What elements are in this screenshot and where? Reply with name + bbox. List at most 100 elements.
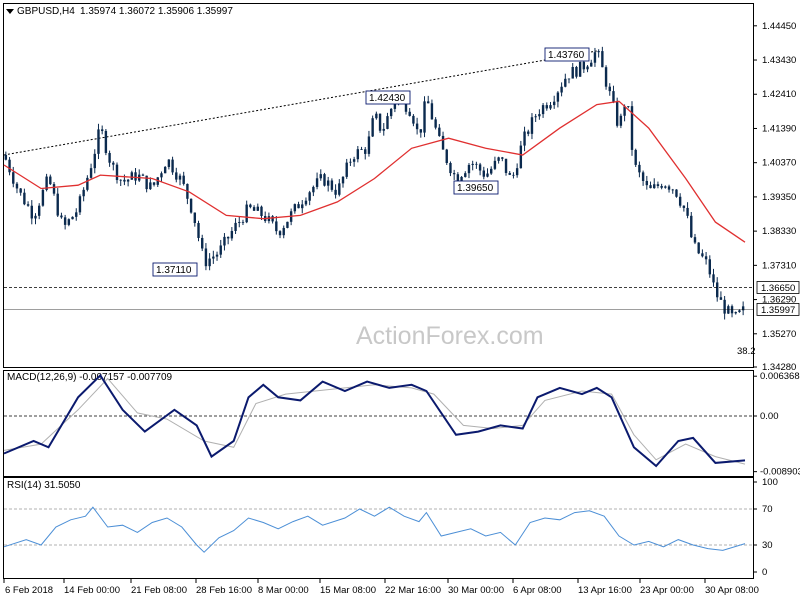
candle-body-66 <box>249 204 252 208</box>
annotation-label-1: 1.42430 <box>369 93 406 104</box>
candle-body-179 <box>667 186 671 190</box>
date-axis: 6 Feb 2018 14 Feb 00:00 21 Feb 08:00 28 Feb… <box>3 578 759 596</box>
candle-body-74 <box>278 231 282 236</box>
candle-body-61 <box>230 230 234 239</box>
candle-body-128 <box>478 164 482 171</box>
candle-body-24 <box>93 153 96 169</box>
candle-body-48 <box>182 175 185 184</box>
date-tick-label-2: 21 Feb 08:00 <box>131 585 187 596</box>
annotations-layer: 1.37110 1.42430 1.39650 1.43760 <box>152 47 590 277</box>
candle-body-123 <box>460 176 463 182</box>
annotation-box-3 <box>544 47 590 62</box>
candle-body-121 <box>452 173 456 175</box>
candle-body-35 <box>134 172 137 181</box>
date-tick-label-0: 6 Feb 2018 <box>5 585 53 596</box>
candle-body-88 <box>330 180 334 190</box>
candle-body-125 <box>467 164 471 174</box>
candle-body-67 <box>252 207 256 211</box>
candle-body-100 <box>375 113 378 119</box>
ohlc-readout: 1.35974 1.36072 1.35906 1.35997 <box>80 6 233 17</box>
date-tick-label-1: 14 Feb 00:00 <box>64 585 120 596</box>
candle-body-137 <box>512 174 515 176</box>
candle-body-147 <box>549 105 552 109</box>
trendline-layer <box>3 50 597 156</box>
candle-body-167 <box>623 106 626 116</box>
price-tick-label-4: 1.40370 <box>762 158 796 169</box>
candle-body-5 <box>23 192 26 205</box>
candle-body-170 <box>634 149 637 165</box>
candle-body-94 <box>352 159 356 162</box>
candle-body-126 <box>471 163 474 165</box>
candle-body-156 <box>582 61 586 70</box>
candle-body-112 <box>419 129 423 133</box>
levels-layer: 1.36650 1.35997 <box>4 281 800 316</box>
candle-body-124 <box>464 173 467 177</box>
price-tick-label-2: 1.42410 <box>762 89 796 100</box>
candle-body-113 <box>423 101 426 133</box>
candle-body-190 <box>708 259 712 275</box>
candle-body-86 <box>323 174 326 186</box>
candle-body-51 <box>193 212 197 224</box>
candle-body-188 <box>701 253 704 257</box>
candle-body-10 <box>41 189 45 206</box>
candle-body-155 <box>578 61 582 77</box>
candle-body-65 <box>245 204 248 223</box>
candle-body-152 <box>567 78 571 80</box>
candle-body-104 <box>389 108 393 117</box>
candle-body-53 <box>201 237 204 249</box>
candle-body-17 <box>67 219 71 225</box>
candle-body-84 <box>315 178 319 187</box>
annotation-box-2 <box>453 180 499 195</box>
rsi-line <box>3 506 746 553</box>
candle-body-96 <box>360 149 363 150</box>
price-tick-label-1: 1.43430 <box>762 55 796 66</box>
moving-average-layer <box>3 100 746 243</box>
candle-body-50 <box>189 198 193 213</box>
price-panel[interactable] <box>3 3 754 368</box>
candle-body-26 <box>100 129 104 131</box>
candle-body-115 <box>430 103 434 120</box>
candle-body-186 <box>693 237 697 243</box>
candle-body-37 <box>141 174 145 176</box>
candle-body-143 <box>534 116 537 118</box>
candle-body-19 <box>75 212 78 217</box>
macd-panel[interactable] <box>3 370 754 477</box>
candle-body-139 <box>519 145 523 169</box>
rsi-panel[interactable] <box>3 477 754 579</box>
candle-body-87 <box>326 180 330 186</box>
candle-body-95 <box>356 149 360 160</box>
moving-average-line <box>3 100 746 243</box>
candle-body-172 <box>641 172 645 181</box>
symbol-dropdown-icon[interactable] <box>6 9 14 14</box>
price-tick-label-10: 1.34280 <box>762 362 796 373</box>
candle-body-120 <box>449 163 452 174</box>
candle-body-23 <box>89 168 93 178</box>
candle-body-25 <box>97 129 100 154</box>
candle-body-109 <box>408 111 411 116</box>
candle-body-144 <box>538 114 541 117</box>
candle-body-57 <box>215 254 219 257</box>
candle-body-72 <box>271 216 274 222</box>
candle-body-140 <box>523 131 526 146</box>
candle-body-43 <box>163 166 167 174</box>
rsi-axis: 100 70 30 0 <box>753 477 778 578</box>
candle-body-62 <box>234 222 237 231</box>
price-tick-label-7: 1.37310 <box>762 260 796 271</box>
candle-body-75 <box>282 227 285 236</box>
date-tick-label-10: 23 Apr 00:00 <box>640 585 694 596</box>
candle-body-81 <box>304 200 308 205</box>
candle-body-27 <box>104 130 108 153</box>
candle-body-108 <box>404 98 408 112</box>
level-label-0: 1.36650 <box>761 283 795 294</box>
candle-body-54 <box>204 248 208 267</box>
level-label-1: 1.35997 <box>761 305 795 316</box>
candle-body-98 <box>367 136 371 154</box>
candle-body-45 <box>171 159 174 173</box>
watermark: ActionForex.com <box>356 322 544 350</box>
candle-body-127 <box>475 163 478 165</box>
level-box-1 <box>756 302 800 316</box>
candles-layer <box>4 46 745 320</box>
candle-body-44 <box>167 159 171 167</box>
candle-body-55 <box>208 258 211 267</box>
